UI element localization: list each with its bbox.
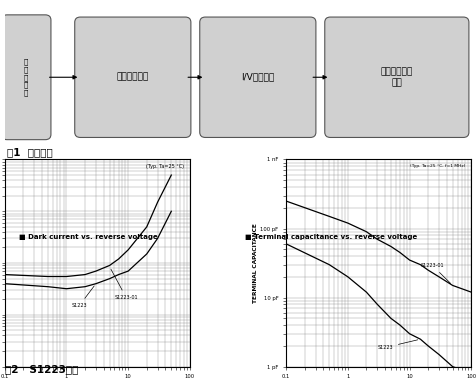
FancyBboxPatch shape — [75, 17, 191, 138]
Text: S1223: S1223 — [71, 286, 94, 308]
Text: 图1  系统框图: 图1 系统框图 — [7, 147, 53, 157]
Text: ■ Terminal capacitance vs. reverse voltage: ■ Terminal capacitance vs. reverse volta… — [245, 234, 417, 240]
Text: S1223-01: S1223-01 — [111, 269, 138, 300]
FancyBboxPatch shape — [200, 17, 316, 138]
Text: I/V转换模块: I/V转换模块 — [241, 73, 275, 82]
Text: 传
感
器
偏
置: 传 感 器 偏 置 — [24, 59, 29, 96]
Text: ■ Dark current vs. reverse voltage: ■ Dark current vs. reverse voltage — [19, 234, 158, 240]
Text: S1223-01: S1223-01 — [420, 263, 451, 284]
FancyBboxPatch shape — [325, 17, 469, 138]
Text: (Typ. Ta=25 °C): (Typ. Ta=25 °C) — [146, 164, 184, 169]
Y-axis label: TERMINAL CAPACITANCE: TERMINAL CAPACITANCE — [253, 223, 258, 303]
Text: 信号调理输出
模块: 信号调理输出 模块 — [381, 67, 413, 88]
Text: 图2   S1223特性: 图2 S1223特性 — [5, 364, 78, 374]
FancyBboxPatch shape — [1, 15, 51, 139]
Text: (Typ. Ta=25 °C, f=1 MHz): (Typ. Ta=25 °C, f=1 MHz) — [410, 164, 466, 167]
Text: S1223: S1223 — [377, 340, 418, 350]
Text: 带宽补偿模块: 带宽补偿模块 — [117, 73, 149, 82]
